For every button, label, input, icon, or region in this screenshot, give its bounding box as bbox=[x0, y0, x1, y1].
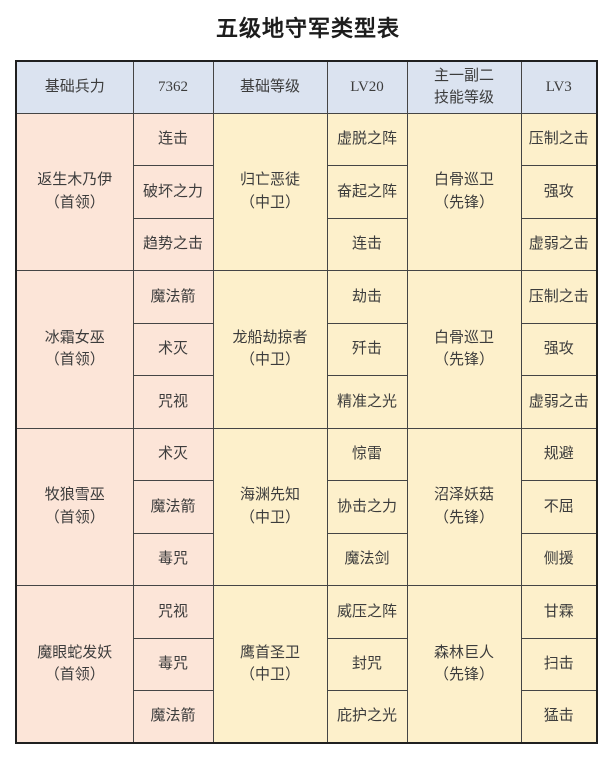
leader-role: （首领） bbox=[44, 352, 105, 369]
leader-skill-cell: 咒视 bbox=[132, 375, 214, 429]
vanguard-skill-cell: 扫击 bbox=[520, 637, 598, 691]
table-row: 毒咒 封咒 扫击 bbox=[16, 637, 598, 691]
leader-cell: 返生木乃伊 （首领） bbox=[15, 112, 134, 271]
header-base-level-value: LV20 bbox=[326, 60, 408, 114]
page-title: 五级地守军类型表 bbox=[215, 16, 400, 41]
vanguard-name: 沼泽妖菇 bbox=[433, 487, 494, 504]
vanguard-skill-cell: 猛击 bbox=[520, 690, 598, 744]
leader-cell: 冰霜女巫 （首领） bbox=[15, 270, 134, 429]
leader-skill-cell: 毒咒 bbox=[132, 637, 214, 691]
leader-skill-cell: 术灭 bbox=[132, 427, 214, 481]
leader-role: （首领） bbox=[44, 509, 105, 526]
midguard-skill-cell: 连击 bbox=[326, 217, 408, 271]
midguard-cell: 鹰首圣卫 （中卫） bbox=[212, 585, 328, 744]
leader-skill-cell: 魔法箭 bbox=[132, 690, 214, 744]
leader-name: 返生木乃伊 bbox=[37, 172, 113, 189]
midguard-skill-cell: 奋起之阵 bbox=[326, 165, 408, 219]
leader-name: 冰霜女巫 bbox=[44, 329, 105, 346]
vanguard-skill-cell: 规避 bbox=[520, 427, 598, 481]
midguard-name: 鹰首圣卫 bbox=[239, 644, 300, 661]
vanguard-cell: 白骨巡卫 （先锋） bbox=[406, 270, 522, 429]
midguard-name: 龙船劫掠者 bbox=[232, 329, 308, 346]
header-skill-level-label: 主一副二 技能等级 bbox=[406, 60, 522, 114]
leader-skill-cell: 破坏之力 bbox=[132, 165, 214, 219]
table-row: 返生木乃伊 （首领） 连击 归亡恶徒 （中卫） 虚脱之阵 白骨巡卫 （先锋） 压… bbox=[15, 112, 598, 271]
midguard-cell: 海渊先知 （中卫） bbox=[212, 427, 328, 586]
vanguard-skill-cell: 压制之击 bbox=[520, 270, 598, 324]
header-base-troops-label: 基础兵力 bbox=[15, 60, 134, 114]
table-row: 冰霜女巫 （首领） 魔法箭 龙船劫掠者 （中卫） 劫击 白骨巡卫 （先锋） 压制… bbox=[15, 270, 598, 429]
vanguard-skill-cell: 强攻 bbox=[520, 165, 598, 219]
midguard-cell: 龙船劫掠者 （中卫） bbox=[212, 270, 328, 429]
table-row: 趋势之击 连击 虚弱之击 bbox=[16, 217, 598, 271]
header-base-level-label: 基础等级 bbox=[212, 60, 328, 114]
vanguard-role: （先锋） bbox=[433, 509, 494, 526]
midguard-role: （中卫） bbox=[239, 194, 300, 211]
vanguard-skill-cell: 侧援 bbox=[520, 532, 598, 586]
midguard-skill-cell: 歼击 bbox=[326, 322, 408, 376]
leader-skill-cell: 连击 bbox=[132, 112, 214, 166]
table-row: 牧狼雪巫 （首领） 术灭 海渊先知 （中卫） 惊雷 沼泽妖菇 （先锋） 规避 bbox=[15, 427, 598, 586]
army-type-table: 基础兵力 7362 基础等级 LV20 主一副二 技能等级 LV3 返生木乃伊 … bbox=[15, 60, 598, 744]
leader-role: （首领） bbox=[44, 194, 105, 211]
midguard-skill-cell: 庇护之光 bbox=[326, 690, 408, 744]
vanguard-skill-cell: 压制之击 bbox=[520, 112, 598, 166]
midguard-name: 归亡恶徒 bbox=[239, 172, 300, 189]
leader-name: 魔眼蛇发妖 bbox=[37, 644, 113, 661]
leader-skill-cell: 术灭 bbox=[132, 322, 214, 376]
leader-skill-cell: 魔法箭 bbox=[132, 270, 214, 324]
vanguard-cell: 白骨巡卫 （先锋） bbox=[406, 112, 522, 271]
midguard-skill-cell: 精准之光 bbox=[326, 375, 408, 429]
vanguard-name: 白骨巡卫 bbox=[433, 172, 494, 189]
leader-skill-cell: 趋势之击 bbox=[132, 217, 214, 271]
leader-skill-cell: 魔法箭 bbox=[132, 480, 214, 534]
table-row: 破坏之力 奋起之阵 强攻 bbox=[16, 165, 598, 219]
leader-role: （首领） bbox=[44, 667, 105, 683]
table-row: 魔法箭 协击之力 不屈 bbox=[16, 480, 598, 534]
midguard-role: （中卫） bbox=[239, 352, 300, 369]
leader-cell: 牧狼雪巫 （首领） bbox=[15, 427, 134, 586]
vanguard-role: （先锋） bbox=[433, 194, 494, 211]
vanguard-skill-cell: 虚弱之击 bbox=[520, 217, 598, 271]
midguard-name: 海渊先知 bbox=[239, 487, 300, 504]
leader-name: 牧狼雪巫 bbox=[44, 487, 105, 504]
midguard-skill-cell: 协击之力 bbox=[326, 480, 408, 534]
midguard-role: （中卫） bbox=[239, 509, 300, 526]
midguard-skill-cell: 封咒 bbox=[326, 637, 408, 691]
vanguard-skill-cell: 不屈 bbox=[520, 480, 598, 534]
table-row: 术灭 歼击 强攻 bbox=[16, 322, 598, 376]
vanguard-role: （先锋） bbox=[433, 352, 494, 369]
table-row: 魔法箭 庇护之光 猛击 bbox=[16, 690, 598, 744]
vanguard-name: 白骨巡卫 bbox=[433, 329, 494, 346]
midguard-skill-cell: 魔法剑 bbox=[326, 532, 408, 586]
vanguard-cell: 森林巨人 （先锋） bbox=[406, 585, 522, 744]
vanguard-role: （先锋） bbox=[433, 667, 494, 683]
midguard-role: （中卫） bbox=[239, 667, 300, 683]
header-skill-level-label-line1: 主一副二 bbox=[433, 67, 494, 84]
header-row: 基础兵力 7362 基础等级 LV20 主一副二 技能等级 LV3 bbox=[15, 60, 598, 114]
midguard-cell: 归亡恶徒 （中卫） bbox=[212, 112, 328, 271]
header-skill-level-label-line2: 技能等级 bbox=[433, 90, 494, 107]
vanguard-skill-cell: 虚弱之击 bbox=[520, 375, 598, 429]
vanguard-skill-cell: 强攻 bbox=[520, 322, 598, 376]
midguard-skill-cell: 劫击 bbox=[326, 270, 408, 324]
vanguard-skill-cell: 甘霖 bbox=[520, 585, 598, 639]
midguard-skill-cell: 惊雷 bbox=[326, 427, 408, 481]
leader-skill-cell: 咒视 bbox=[132, 585, 214, 639]
vanguard-cell: 沼泽妖菇 （先锋） bbox=[406, 427, 522, 586]
leader-cell: 魔眼蛇发妖 （首领） bbox=[15, 585, 134, 744]
table-row: 毒咒 魔法剑 侧援 bbox=[16, 532, 598, 586]
header-skill-level-value: LV3 bbox=[520, 60, 598, 114]
table-row: 咒视 精准之光 虚弱之击 bbox=[16, 375, 598, 429]
table-row: 魔眼蛇发妖 （首领） 咒视 鹰首圣卫 （中卫） 威压之阵 森林巨人 （先锋） 甘… bbox=[15, 585, 598, 744]
midguard-skill-cell: 威压之阵 bbox=[326, 585, 408, 639]
vanguard-name: 森林巨人 bbox=[433, 644, 494, 661]
leader-skill-cell: 毒咒 bbox=[132, 532, 214, 586]
midguard-skill-cell: 虚脱之阵 bbox=[326, 112, 408, 166]
header-base-troops-value: 7362 bbox=[132, 60, 214, 114]
